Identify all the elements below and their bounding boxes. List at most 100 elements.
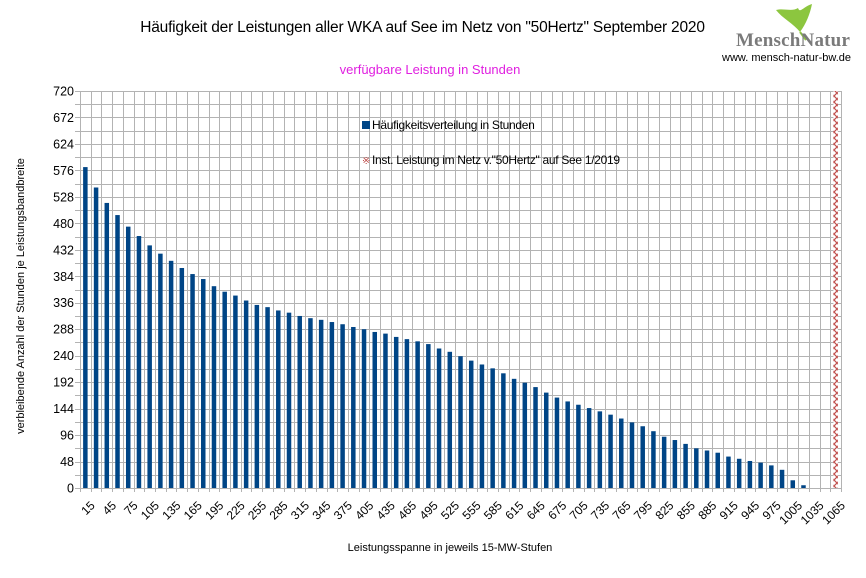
x-tick-label: 405: [352, 498, 376, 522]
bar: [222, 291, 227, 488]
bar: [361, 329, 367, 488]
y-tick-label: 528: [53, 190, 74, 204]
y-tick-label: 240: [53, 349, 74, 363]
x-tick-labels: 15 45 751051351651952252552853153453754054…: [78, 498, 848, 527]
bar: [736, 458, 742, 488]
bars: [83, 91, 838, 489]
y-tick-label: 480: [53, 217, 74, 231]
bar: [147, 245, 152, 488]
bar: [436, 348, 442, 488]
x-tick-label: 795: [631, 498, 655, 522]
installed-capacity-bar: [833, 91, 838, 488]
x-tick-label: 825: [652, 498, 676, 522]
bar: [683, 443, 688, 488]
y-tick-label: 144: [53, 402, 74, 416]
x-tick-label: 165: [181, 498, 205, 522]
bar: [351, 326, 356, 488]
bar: [565, 401, 570, 488]
bar: [458, 356, 463, 488]
bar: [715, 452, 720, 488]
y-tick-label: 336: [53, 296, 74, 310]
legend-item-installed: ※ Inst. Leistung im Netz v."50Hertz" auf …: [362, 153, 620, 167]
x-tick-label: 765: [610, 498, 634, 522]
y-tick-label: 432: [53, 243, 74, 257]
bar: [554, 397, 560, 488]
bar: [372, 331, 378, 488]
bar: [415, 341, 420, 488]
y-tick-label: 48: [60, 455, 74, 469]
x-tick-label: 195: [202, 498, 226, 522]
bar: [672, 440, 678, 488]
bar: [329, 322, 335, 488]
x-tick-label: 345: [309, 498, 333, 522]
bar: [619, 418, 624, 488]
legend-label: Häufigkeitsverteilung in Stunden: [372, 118, 535, 132]
bar: [801, 485, 806, 488]
bar: [340, 324, 345, 488]
bar: [511, 378, 517, 488]
chart-title: Häufigkeit der Leistungen aller WKA auf …: [140, 19, 705, 36]
x-tick-label: 315: [288, 498, 312, 522]
x-tick-label: 915: [717, 498, 741, 522]
y-tick-labels: 0 48 96 144 192 240 288 336 384 432 480 528 576 624 67…: [53, 85, 74, 496]
bar: [586, 408, 592, 488]
bar: [115, 215, 120, 488]
x-tick-label: 375: [331, 498, 355, 522]
bar: [254, 304, 260, 488]
bar: [576, 404, 581, 488]
y-tick-label: 384: [53, 270, 74, 284]
bar: [179, 267, 185, 488]
bar: [490, 368, 495, 488]
bar: [426, 344, 431, 488]
bar: [501, 373, 506, 488]
x-tick-label: 465: [395, 498, 419, 522]
x-tick-label: 555: [459, 498, 483, 522]
bar: [125, 226, 131, 488]
x-tick-label: 75: [121, 498, 141, 518]
bar: [533, 387, 538, 488]
y-tick-label: 96: [60, 429, 74, 443]
bar: [447, 351, 453, 488]
x-tick-label: 885: [695, 498, 719, 522]
bar: [211, 286, 217, 488]
x-tick-label: 855: [674, 498, 698, 522]
bar: [608, 414, 613, 488]
bar: [276, 310, 281, 488]
x-tick-label: 1065: [819, 498, 848, 527]
bar: [747, 460, 753, 488]
legend-swatch-hatched-icon: ※: [362, 156, 371, 167]
bar: [190, 274, 195, 488]
x-tick-label: 15: [78, 498, 98, 518]
x-tick-label: 705: [567, 498, 591, 522]
bar: [404, 339, 410, 488]
bar: [104, 202, 110, 488]
logo-name: MenschNatur: [736, 30, 851, 51]
x-tick-label: 435: [374, 498, 398, 522]
x-tick-label: 645: [524, 498, 548, 522]
bar: [136, 236, 142, 488]
bar: [704, 450, 710, 488]
bar: [779, 469, 785, 488]
x-tick-label: 675: [545, 498, 569, 522]
bar: [543, 392, 549, 488]
bar: [651, 431, 656, 488]
bar: [93, 187, 99, 489]
bar: [233, 295, 238, 488]
bar: [758, 462, 763, 488]
bar: [479, 364, 485, 488]
y-tick-label: 720: [53, 85, 74, 99]
bar: [468, 360, 474, 488]
x-tick-label: 225: [224, 498, 248, 522]
bar: [265, 307, 270, 488]
y-tick-label: 576: [53, 164, 74, 178]
chart-subtitle: verfügbare Leistung in Stunden: [339, 62, 521, 77]
x-tick-label: 945: [738, 498, 762, 522]
bar: [286, 312, 292, 488]
x-axis-title: Leistungsspanne in jeweils 15-MW-Stufen: [347, 542, 553, 554]
legend-swatch-solid-icon: [362, 121, 370, 129]
x-tick-label: 285: [267, 498, 291, 522]
x-tick-label: 585: [481, 498, 505, 522]
bar: [726, 456, 731, 488]
legend-label: Inst. Leistung im Netz v."50Hertz" auf S…: [372, 153, 620, 167]
bar: [769, 465, 774, 488]
